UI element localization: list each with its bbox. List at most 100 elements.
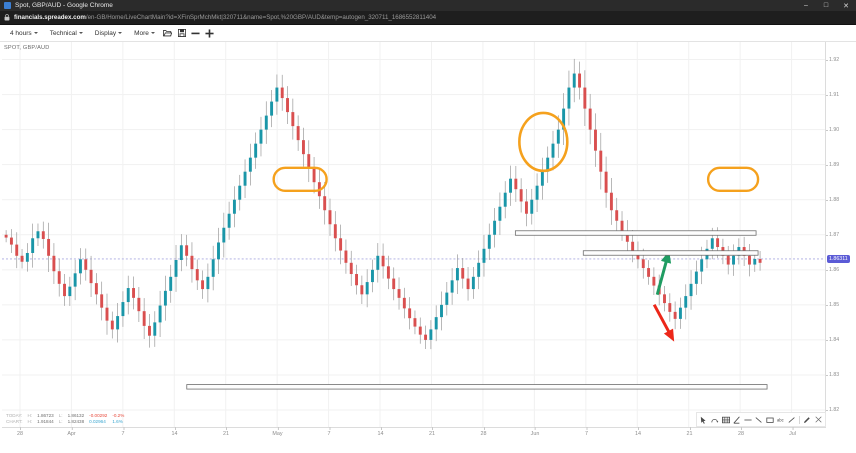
more-label: More <box>134 29 149 37</box>
time-axis-tick: May <box>272 427 283 437</box>
close-button[interactable]: ✕ <box>843 2 849 10</box>
text-abc-icon[interactable]: abc <box>776 414 786 425</box>
down-line-icon[interactable] <box>754 414 764 425</box>
price-axis-tick: 1.86 <box>825 267 840 274</box>
stats-table: TODAY: H: 1.86723 L: 1.86132 -0.00292 -0… <box>6 413 129 425</box>
stats-low-label: L: <box>58 413 63 418</box>
tab-favicon-icon <box>4 2 11 9</box>
time-axis-tick: 14 <box>171 427 178 437</box>
minus-icon[interactable] <box>189 25 203 41</box>
url-host: financials.spreadex.com <box>14 14 86 21</box>
folder-open-icon[interactable] <box>161 25 175 41</box>
price-axis-tick: 1.87 <box>825 232 840 238</box>
candlestick-series <box>2 42 825 428</box>
stats-low-value: 1.82438 <box>67 419 85 424</box>
timeframe-dropdown[interactable]: 4 hours <box>4 25 44 41</box>
window-title-bar: Spot, GBP/AUD - Google Chrome – □ ✕ <box>0 0 856 11</box>
price-plot[interactable] <box>2 42 826 428</box>
address-bar[interactable]: financials.spreadex.com/en-GB/Home/LiveC… <box>0 11 856 25</box>
save-disk-icon[interactable] <box>175 25 189 41</box>
price-axis-tick: 1.90 <box>825 126 840 133</box>
time-axis-tick: 21 <box>223 427 230 437</box>
url-text: financials.spreadex.com/en-GB/Home/LiveC… <box>14 11 436 24</box>
time-axis-tick: 14 <box>377 427 384 437</box>
timeframe-label: 4 hours <box>10 29 32 37</box>
chart-statistics: TODAY: H: 1.86723 L: 1.86132 -0.00292 -0… <box>6 413 129 425</box>
drawing-toolbar[interactable]: abc <box>696 412 826 427</box>
stats-high-value: 1.86723 <box>37 413 54 418</box>
live-price-badge: 1.86311 <box>827 255 850 264</box>
toolbar-divider <box>799 415 800 424</box>
url-path: /en-GB/Home/LiveChartMain?id=XFinSprMchM… <box>85 14 437 21</box>
cursor-arrow-icon[interactable] <box>699 414 709 425</box>
table-row: CHART: H: 1.91844 L: 1.82438 0.02964 1.6… <box>6 419 129 425</box>
window-controls: – □ ✕ <box>796 0 856 11</box>
stats-change-value: 0.02964 <box>89 419 106 424</box>
minimize-button[interactable]: – <box>804 2 808 9</box>
time-axis-tick: 28 <box>738 427 745 437</box>
green-up-arrow <box>655 250 672 296</box>
time-axis-tick: 7 <box>121 427 125 437</box>
rectangle-icon[interactable] <box>765 414 775 425</box>
svg-text:abc: abc <box>777 417 784 422</box>
window-title: Spot, GBP/AUD - Google Chrome <box>15 2 113 9</box>
orange-box-left-peak <box>272 166 328 193</box>
price-axis-tick: 1.85 <box>825 302 840 309</box>
price-axis-tick: 1.92 <box>825 56 840 63</box>
time-axis-tick: Jul <box>789 427 796 437</box>
more-dropdown[interactable]: More <box>128 25 161 41</box>
resistance-channel-upper <box>514 230 757 236</box>
up-line-icon[interactable] <box>787 414 797 425</box>
price-axis-tick: 1.91 <box>825 91 840 98</box>
time-axis-tick: 21 <box>686 427 693 437</box>
instrument-label: SPOT, GBP/AUD <box>4 45 50 51</box>
time-axis-tick: 7 <box>585 427 589 437</box>
technical-label: Technical <box>49 29 77 37</box>
lock-icon <box>4 14 10 21</box>
time-axis-tick: 7 <box>327 427 331 437</box>
stats-row-label: CHART: <box>6 419 23 424</box>
stats-high-label: H: <box>27 419 33 424</box>
support-channel <box>186 384 768 390</box>
time-axis[interactable]: 28 Apr 7 14 21 May 7 14 21 28 Jun 7 14 21 28 Jul <box>2 427 826 453</box>
time-axis-tick: 21 <box>429 427 436 437</box>
pencil-icon[interactable] <box>802 414 812 425</box>
stats-change-value: -0.00292 <box>89 413 108 418</box>
price-axis-tick: 1.82 <box>825 407 840 414</box>
grid-icon[interactable] <box>721 414 731 425</box>
price-axis-tick: 1.84 <box>825 337 840 344</box>
chevron-down-icon <box>118 32 123 34</box>
chart-area[interactable]: SPOT, GBP/AUD 1.92 1.91 1.90 1.89 1.88 1.87 1.… <box>0 42 856 453</box>
stats-low-value: 1.86132 <box>67 413 85 418</box>
technical-dropdown[interactable]: Technical <box>44 25 89 41</box>
stats-row-label: TODAY: <box>6 413 23 418</box>
display-label: Display <box>94 29 117 37</box>
display-dropdown[interactable]: Display <box>89 25 128 41</box>
stats-percent-value: -0.2% <box>112 413 125 418</box>
time-axis-tick: Jun <box>530 427 540 437</box>
horizontal-line-icon[interactable] <box>743 414 753 425</box>
close-icon[interactable] <box>813 414 823 425</box>
price-axis[interactable]: 1.92 1.91 1.90 1.89 1.88 1.87 1.86 1.85 1.84 1.83… <box>825 42 856 428</box>
price-axis-tick: 1.83 <box>825 372 840 379</box>
plus-icon[interactable] <box>203 25 217 41</box>
stats-percent-value: 1.6% <box>112 419 123 424</box>
orange-circle-high <box>518 111 569 173</box>
trend-angle-icon[interactable] <box>732 414 742 425</box>
time-axis-tick: 28 <box>17 427 24 437</box>
time-axis-tick: Apr <box>67 427 76 437</box>
stats-high-label: H: <box>27 413 33 418</box>
chevron-down-icon <box>33 32 38 34</box>
curve-icon[interactable] <box>710 414 720 425</box>
resistance-channel-lower <box>582 250 759 256</box>
chevron-down-icon <box>150 32 155 34</box>
chevron-down-icon <box>78 32 83 34</box>
maximize-button[interactable]: □ <box>823 2 829 9</box>
table-row: TODAY: H: 1.86723 L: 1.86132 -0.00292 -0… <box>6 413 129 419</box>
chart-toolbar: 4 hours Technical Display More <box>0 25 856 42</box>
price-axis-tick: 1.88 <box>825 196 840 203</box>
annotation-layer <box>186 111 768 390</box>
time-axis-tick: 14 <box>635 427 642 437</box>
red-down-arrow <box>652 303 675 342</box>
